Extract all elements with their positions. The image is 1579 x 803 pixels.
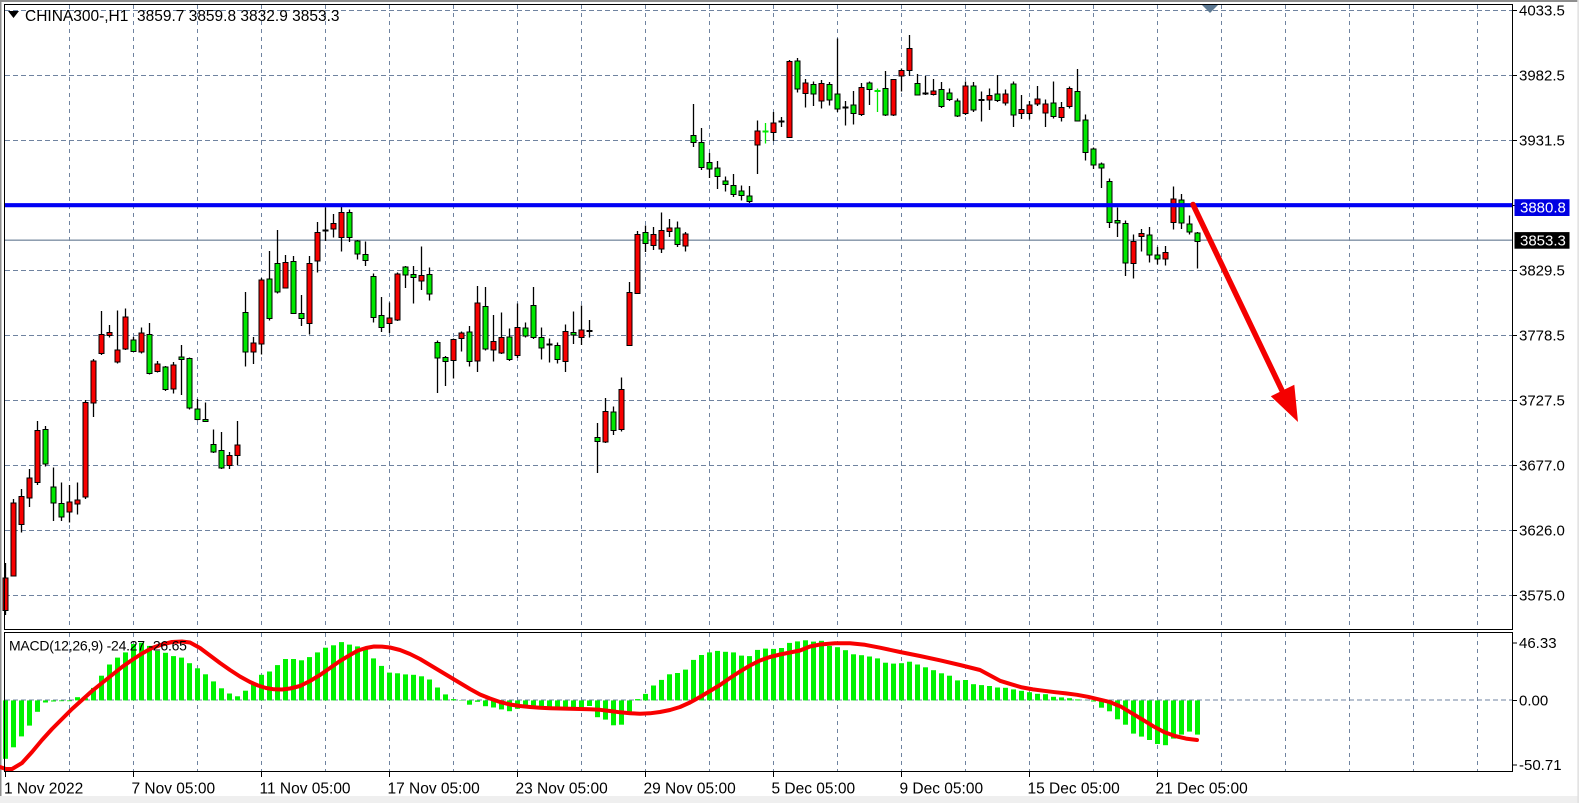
svg-text:1 Nov 2022: 1 Nov 2022 (4, 781, 83, 798)
svg-text:3626.0: 3626.0 (1519, 523, 1565, 540)
svg-text:11 Nov 05:00: 11 Nov 05:00 (260, 781, 351, 798)
svg-text:5 Dec 05:00: 5 Dec 05:00 (772, 781, 856, 798)
svg-text:3880.8: 3880.8 (1520, 200, 1566, 217)
svg-text:3982.5: 3982.5 (1519, 68, 1565, 85)
svg-text:9 Dec 05:00: 9 Dec 05:00 (900, 781, 984, 798)
svg-text:MACD(12,26,9) -24.27 -26.65: MACD(12,26,9) -24.27 -26.65 (9, 638, 187, 654)
svg-text:3778.5: 3778.5 (1519, 328, 1565, 345)
svg-text:29 Nov 05:00: 29 Nov 05:00 (644, 781, 737, 798)
svg-text:4033.5: 4033.5 (1519, 3, 1565, 20)
svg-text:15 Dec 05:00: 15 Dec 05:00 (1028, 781, 1121, 798)
svg-text:3931.5: 3931.5 (1519, 133, 1565, 150)
svg-text:23 Nov 05:00: 23 Nov 05:00 (516, 781, 609, 798)
svg-text:46.33: 46.33 (1519, 635, 1557, 652)
svg-text:0.00: 0.00 (1519, 692, 1548, 709)
svg-text:7 Nov 05:00: 7 Nov 05:00 (132, 781, 216, 798)
svg-text:-50.71: -50.71 (1519, 757, 1562, 774)
svg-text:3853.3: 3853.3 (1520, 232, 1566, 249)
svg-text:CHINA300-,H1 3859.7 3859.8 38: CHINA300-,H1 3859.7 3859.8 3832.9 3853.3 (25, 8, 340, 25)
svg-text:3575.0: 3575.0 (1519, 588, 1565, 605)
svg-text:3829.5: 3829.5 (1519, 263, 1565, 280)
svg-text:3727.5: 3727.5 (1519, 393, 1565, 410)
svg-text:17 Nov 05:00: 17 Nov 05:00 (388, 781, 481, 798)
svg-text:21 Dec 05:00: 21 Dec 05:00 (1156, 781, 1249, 798)
svg-text:3677.0: 3677.0 (1519, 458, 1565, 475)
